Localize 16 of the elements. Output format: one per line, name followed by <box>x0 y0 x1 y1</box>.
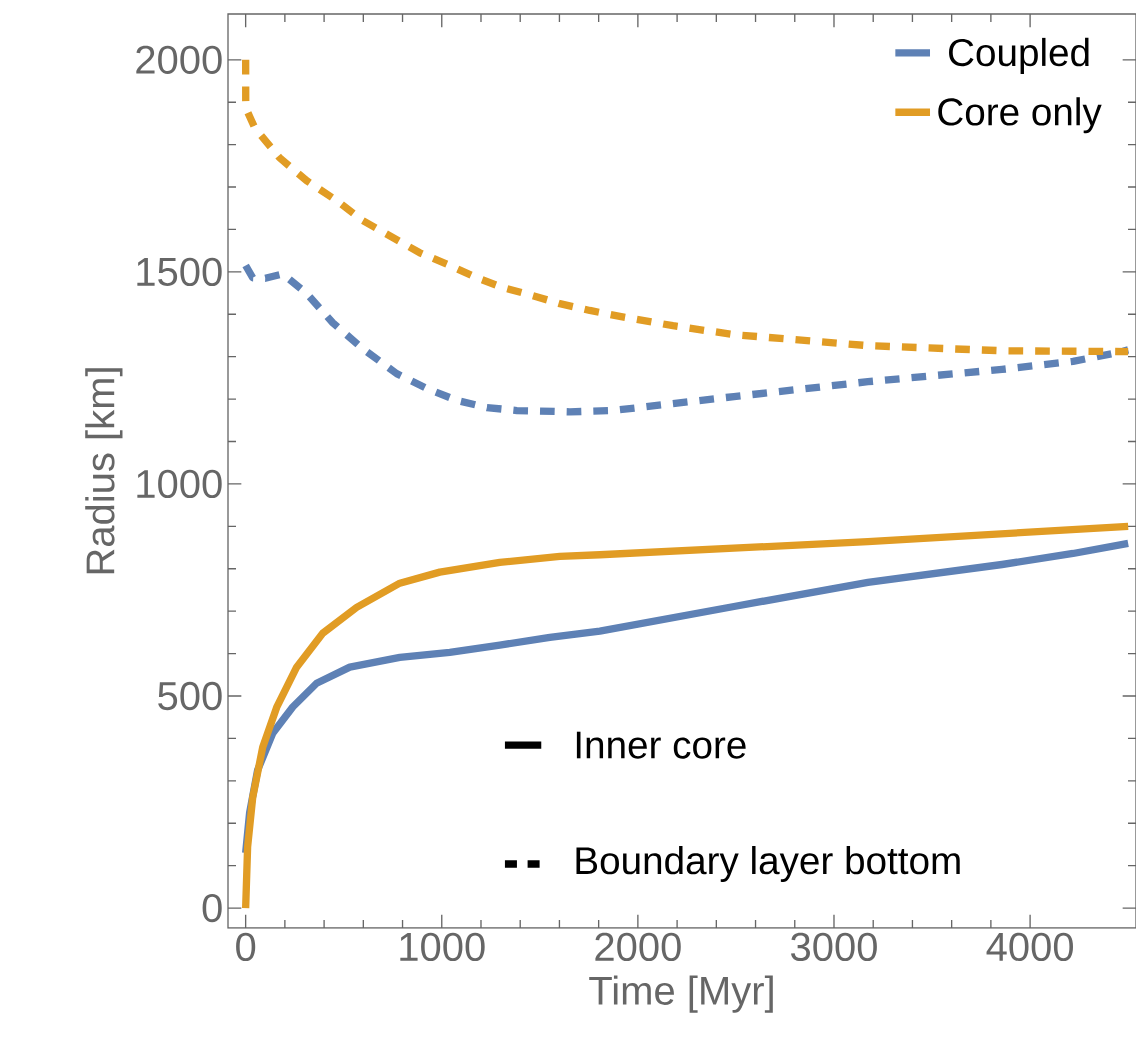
x-axis-title: Time [Myr] <box>589 975 773 1013</box>
annotation: Boundary layer bottom <box>576 845 960 883</box>
x-tick-label: 1000 <box>400 932 485 962</box>
y-tick-label: 1000 <box>137 469 222 499</box>
y-tick-label: 0 <box>202 893 222 923</box>
legend-label: Coupled <box>949 37 1089 74</box>
y-tick-label: 2000 <box>136 45 222 74</box>
x-tick-label: 2000 <box>595 932 681 962</box>
x-tick-label: 0 <box>236 932 256 962</box>
x-tick-label: 3000 <box>791 932 877 962</box>
y-axis-title: Radius [km] <box>85 368 123 574</box>
annotation: Inner core <box>576 731 746 759</box>
y-tick-label: 1500 <box>137 257 222 287</box>
y-tick-label: 500 <box>158 681 222 711</box>
legend-label: Core only <box>938 97 1102 134</box>
x-tick-label: 4000 <box>986 932 1074 962</box>
